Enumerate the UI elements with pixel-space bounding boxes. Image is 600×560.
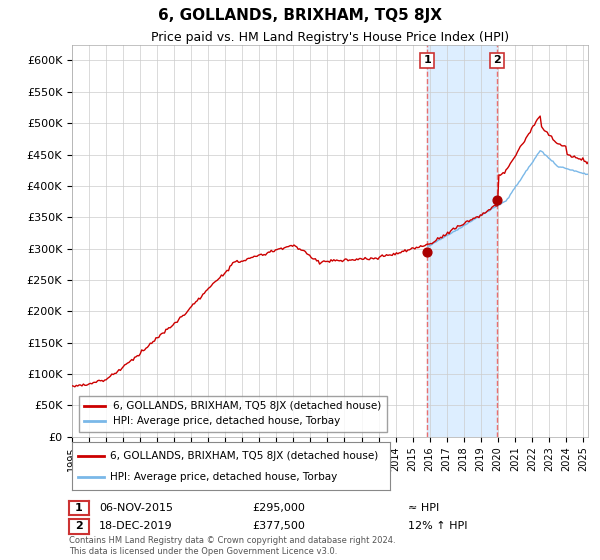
Text: 12% ↑ HPI: 12% ↑ HPI <box>408 521 467 531</box>
Point <box>492 195 502 204</box>
Text: Contains HM Land Registry data © Crown copyright and database right 2024.
This d: Contains HM Land Registry data © Crown c… <box>69 536 395 556</box>
Text: £377,500: £377,500 <box>252 521 305 531</box>
Text: 6, GOLLANDS, BRIXHAM, TQ5 8JX: 6, GOLLANDS, BRIXHAM, TQ5 8JX <box>158 8 442 24</box>
Text: 06-NOV-2015: 06-NOV-2015 <box>99 503 173 513</box>
Text: 1: 1 <box>75 503 83 513</box>
Text: 2: 2 <box>75 521 83 531</box>
Text: ≈ HPI: ≈ HPI <box>408 503 439 513</box>
Text: 2: 2 <box>493 55 501 66</box>
Text: 6, GOLLANDS, BRIXHAM, TQ5 8JX (detached house): 6, GOLLANDS, BRIXHAM, TQ5 8JX (detached … <box>110 451 379 461</box>
Text: £295,000: £295,000 <box>252 503 305 513</box>
Text: 18-DEC-2019: 18-DEC-2019 <box>99 521 173 531</box>
Text: HPI: Average price, detached house, Torbay: HPI: Average price, detached house, Torb… <box>110 472 337 482</box>
Title: Price paid vs. HM Land Registry's House Price Index (HPI): Price paid vs. HM Land Registry's House … <box>151 31 509 44</box>
Text: 1: 1 <box>423 55 431 66</box>
Bar <box>427 45 497 437</box>
Legend: 6, GOLLANDS, BRIXHAM, TQ5 8JX (detached house), HPI: Average price, detached hou: 6, GOLLANDS, BRIXHAM, TQ5 8JX (detached … <box>79 396 387 432</box>
Point <box>422 248 432 256</box>
